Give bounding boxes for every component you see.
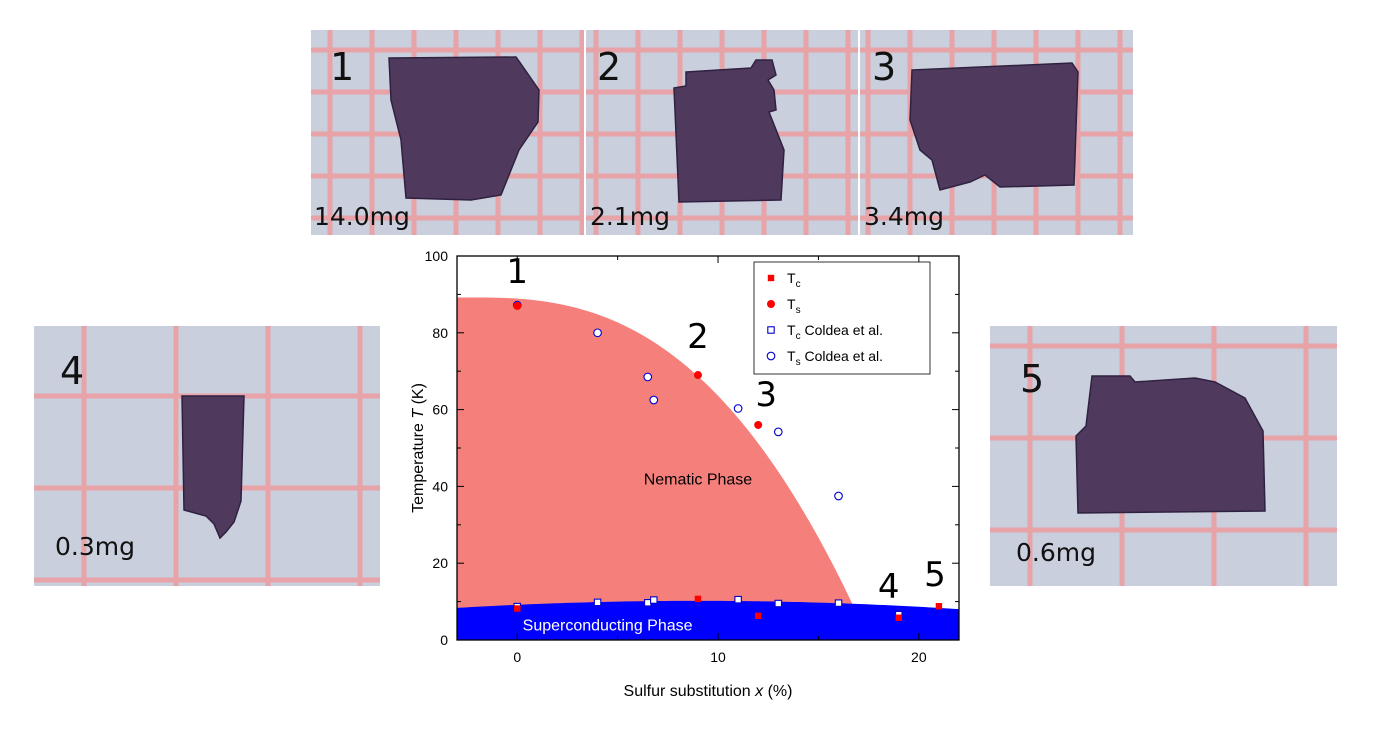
data-point-tc bbox=[514, 605, 521, 612]
crystal-sample bbox=[673, 59, 785, 203]
data-point-tc-coldea bbox=[593, 598, 602, 607]
data-point-ts bbox=[693, 371, 702, 380]
data-point-tc bbox=[895, 614, 902, 621]
sample-annotation: 3 bbox=[755, 375, 777, 415]
data-point-ts-coldea bbox=[593, 328, 602, 338]
data-point-tc-coldea bbox=[650, 596, 658, 604]
sample-annotation: 5 bbox=[924, 555, 946, 595]
sample-2-photo bbox=[586, 30, 858, 235]
data-point-ts-coldea bbox=[834, 491, 843, 501]
y-tick-label: 0 bbox=[440, 632, 448, 648]
sample-4-photo bbox=[34, 326, 380, 586]
data-point-tc-coldea bbox=[834, 599, 843, 607]
sample-2-mass: 2.1mg bbox=[590, 202, 670, 231]
legend: Tc Ts Tc Coldea et al. Ts Coldea et al. bbox=[753, 261, 931, 375]
legend-marker bbox=[767, 326, 775, 334]
data-point-ts-coldea bbox=[773, 427, 783, 437]
nematic-phase-region bbox=[457, 296, 869, 640]
sample-4-number: 4 bbox=[60, 349, 85, 393]
crystal-sample bbox=[1075, 375, 1266, 514]
data-point-tc bbox=[694, 595, 702, 603]
y-tick-label: 40 bbox=[432, 478, 448, 494]
sample-annotation: 1 bbox=[506, 252, 528, 292]
data-point-tc bbox=[935, 603, 943, 610]
x-axis-label: Sulfur substitution x (%) bbox=[624, 683, 793, 700]
data-point-ts-coldea bbox=[643, 372, 653, 382]
legend-box bbox=[753, 261, 931, 375]
legend-label: Ts bbox=[787, 296, 801, 316]
legend-label: Tc Coldea et al. bbox=[787, 322, 883, 342]
y-tick-label: 100 bbox=[425, 248, 449, 264]
data-point-ts bbox=[754, 420, 763, 429]
sample-annotation: 4 bbox=[878, 567, 900, 607]
data-point-tc-coldea bbox=[774, 599, 783, 608]
crystal-sample bbox=[181, 395, 245, 540]
nematic-phase-label: Nematic Phase bbox=[644, 472, 753, 489]
y-tick-label: 20 bbox=[432, 555, 448, 571]
sample-1-mass: 14.0mg bbox=[314, 202, 410, 231]
sample-5-mass: 0.6mg bbox=[1016, 538, 1096, 567]
sample-3-photo bbox=[860, 30, 1133, 235]
sample-1-number: 1 bbox=[330, 45, 355, 89]
legend-marker bbox=[767, 274, 775, 282]
y-tick-label: 80 bbox=[432, 325, 448, 341]
legend-label: Ts Coldea et al. bbox=[787, 348, 883, 368]
data-point-ts bbox=[513, 301, 522, 310]
series-ts bbox=[513, 301, 763, 429]
data-point-tc bbox=[755, 612, 762, 620]
x-tick-label: 20 bbox=[911, 649, 927, 665]
sample-5-number: 5 bbox=[1020, 357, 1045, 401]
y-axis-label: Temperature T (K) bbox=[410, 383, 427, 513]
legend-label: Tc bbox=[787, 270, 801, 290]
sample-2-number: 2 bbox=[597, 45, 622, 89]
data-point-tc-coldea bbox=[734, 595, 742, 604]
sample-1-photo bbox=[311, 30, 584, 235]
series-tc bbox=[514, 595, 943, 621]
superconducting-phase-region bbox=[457, 600, 959, 640]
data-point-tc-coldea bbox=[644, 599, 652, 607]
data-point-ts-coldea bbox=[649, 395, 659, 405]
y-tick-label: 60 bbox=[432, 402, 448, 418]
series-ts-coldea bbox=[512, 300, 843, 501]
sample-3-number: 3 bbox=[872, 45, 897, 89]
legend-marker bbox=[766, 351, 776, 361]
data-point-ts-coldea bbox=[733, 404, 743, 413]
phase-diagram-chart: 0 20 40 60 80 100 0 10 20 Sulfur substitution x (… bbox=[410, 248, 960, 700]
x-tick-label: 0 bbox=[513, 649, 521, 665]
sample-4-mass: 0.3mg bbox=[55, 532, 135, 561]
phase-regions bbox=[457, 296, 959, 640]
sample-5-photo bbox=[990, 326, 1337, 586]
legend-marker bbox=[767, 300, 775, 308]
superconducting-phase-label: Superconducting Phase bbox=[523, 618, 693, 635]
crystal-sample bbox=[388, 56, 540, 201]
sample-3-mass: 3.4mg bbox=[864, 202, 944, 231]
x-tick-label: 10 bbox=[710, 649, 726, 665]
crystal-sample bbox=[909, 62, 1079, 191]
sample-annotation: 2 bbox=[687, 317, 709, 357]
